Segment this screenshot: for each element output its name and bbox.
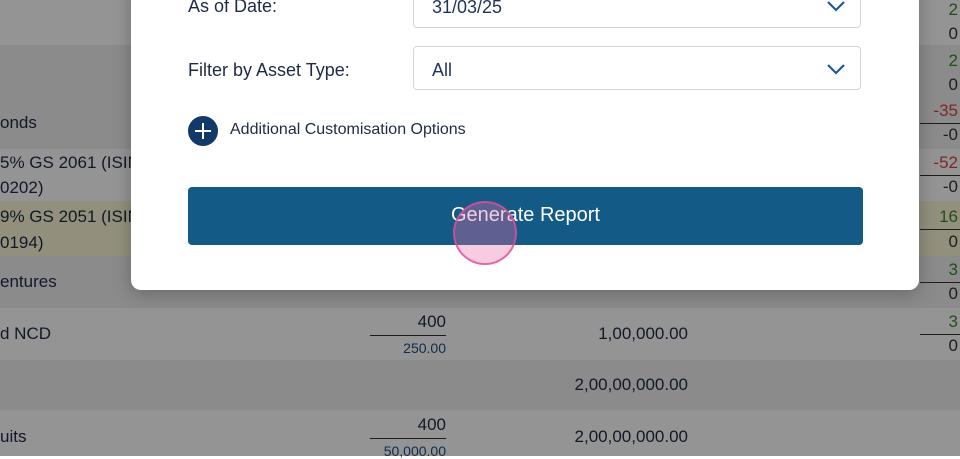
quantity: 400	[417, 415, 446, 434]
chevron-down-icon	[827, 1, 845, 12]
right-value: 0	[948, 336, 958, 355]
chevron-down-icon	[827, 64, 845, 75]
quantity-sub: 250.00	[403, 340, 446, 356]
table-row: uits 400 50,000.00 2,00,00,000.00	[0, 410, 960, 459]
right-value: 3	[948, 260, 958, 279]
right-value: -0	[942, 125, 958, 144]
generate-report-button[interactable]: Generate Report	[188, 187, 863, 245]
report-modal: As of Date: 31/03/25 Filter by Asset Typ…	[131, 0, 919, 290]
right-value: 16	[939, 207, 958, 226]
right-value: 0	[948, 232, 958, 251]
right-value: 0	[948, 75, 958, 94]
as-of-date-label: As of Date:	[188, 0, 278, 16]
right-value: -0	[942, 177, 958, 196]
row-label: d NCD	[0, 324, 52, 343]
asset-type-select[interactable]: All	[413, 46, 861, 90]
plus-icon[interactable]	[188, 116, 218, 146]
right-value: -52	[933, 153, 958, 172]
row-label: onds	[0, 113, 37, 132]
amount: 2,00,00,000.00	[574, 427, 688, 446]
right-value: 3	[948, 312, 958, 331]
amount: 1,00,000.00	[598, 324, 688, 343]
generate-report-label: Generate Report	[451, 204, 600, 226]
row-label: entures	[0, 272, 57, 291]
as-of-date-value: 31/03/25	[432, 0, 503, 17]
customisation-toggle-label[interactable]: Additional Customisation Options	[230, 121, 466, 138]
quantity: 400	[417, 312, 446, 331]
asset-type-label: Filter by Asset Type:	[188, 60, 350, 80]
amount: 2,00,00,000.00	[574, 375, 688, 394]
as-of-date-select[interactable]: 31/03/25	[413, 0, 861, 28]
click-indicator	[453, 201, 517, 265]
right-value: 2	[948, 0, 958, 19]
table-row: d NCD 400 250.00 1,00,000.00 3 0	[0, 308, 960, 360]
row-label: 0202)	[0, 178, 44, 197]
row-label: 0194)	[0, 233, 44, 252]
right-value: 0	[948, 24, 958, 43]
right-value: 2	[948, 51, 958, 70]
table-row: 2,00,00,000.00	[0, 360, 960, 410]
right-value: -35	[933, 101, 958, 120]
row-label: 9% GS 2051 (ISIN	[0, 207, 140, 226]
row-label: 5% GS 2061 (ISIN	[0, 153, 140, 172]
row-label: uits	[0, 427, 27, 446]
right-value: 0	[948, 284, 958, 303]
quantity-sub: 50,000.00	[383, 443, 446, 459]
asset-type-value: All	[432, 60, 453, 80]
